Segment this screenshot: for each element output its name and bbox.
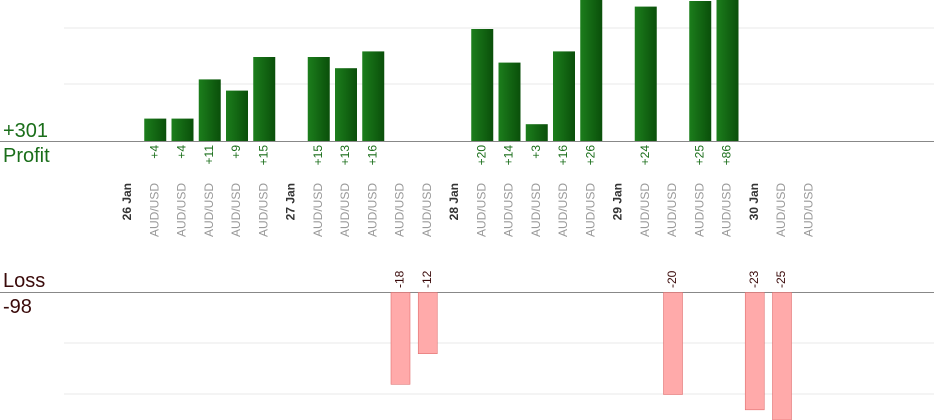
- profit-bar: [226, 90, 248, 141]
- value-labels: +4 +4 +11 +9 +15 +15 +13 +16 -18 -12 +20 +14 +3 +16 +2…: [147, 145, 788, 288]
- profit-value-label: +14: [502, 145, 516, 166]
- loss-value-label: -20: [665, 270, 679, 288]
- profit-value-label: +24: [638, 145, 652, 166]
- loss-bar: [390, 292, 411, 385]
- loss-value-label: -12: [420, 270, 434, 288]
- loss-label: Loss: [3, 270, 46, 292]
- pair-tick-label: AUD/USD: [502, 183, 516, 237]
- bars: [144, 0, 792, 420]
- profit-value-label: +11: [202, 145, 216, 165]
- profit-bar: [525, 124, 548, 141]
- pair-tick-label: AUD/USD: [801, 183, 815, 237]
- pair-tick-label: AUD/USD: [556, 183, 570, 237]
- loss-bar: [744, 292, 765, 411]
- pair-tick-label: AUD/USD: [774, 183, 788, 237]
- profit-value-label: +16: [556, 145, 570, 166]
- profit-value-label: +9: [229, 145, 243, 159]
- profit-bar: [171, 118, 194, 141]
- profit-bar: [198, 79, 221, 141]
- pair-tick-label: AUD/USD: [147, 183, 161, 237]
- profit-bar: [253, 57, 276, 141]
- profit-value-label: +25: [692, 145, 706, 166]
- profit-bar: [634, 6, 657, 141]
- pair-tick-label: AUD/USD: [175, 183, 189, 237]
- loss-total: -98: [3, 296, 32, 318]
- grid-lines: [0, 27, 934, 395]
- profit-value-label: +15: [256, 145, 270, 166]
- pair-tick-label: AUD/USD: [393, 183, 407, 237]
- loss-value-label: -18: [393, 270, 407, 288]
- pair-tick-label: AUD/USD: [474, 183, 488, 237]
- loss-bar: [417, 292, 438, 355]
- profit-total: +301: [3, 120, 49, 142]
- profit-bar: [144, 118, 167, 141]
- profit-bar: [471, 29, 494, 141]
- pair-tick-label: AUD/USD: [202, 183, 216, 237]
- date-tick-label: 26 Jan: [120, 183, 134, 220]
- pair-tick-label: AUD/USD: [338, 183, 352, 237]
- loss-bar: [772, 292, 792, 420]
- pair-tick-label: AUD/USD: [583, 183, 597, 237]
- date-tick-label: 27 Jan: [284, 183, 298, 220]
- profit-label: Profit: [3, 145, 50, 167]
- profit-value-label: +4: [175, 145, 189, 159]
- profit-value-label: +86: [720, 145, 734, 166]
- date-tick-label: 30 Jan: [747, 183, 761, 220]
- date-tick-label: 28 Jan: [447, 183, 461, 220]
- pair-tick-label: AUD/USD: [638, 183, 652, 237]
- pair-tick-label: AUD/USD: [720, 183, 734, 237]
- pair-tick-label: AUD/USD: [256, 183, 270, 237]
- profit-bar: [307, 57, 330, 141]
- loss-value-label: -25: [774, 270, 788, 288]
- profit-bar: [553, 51, 575, 141]
- profit-bar: [580, 0, 603, 141]
- pair-tick-label: AUD/USD: [311, 183, 325, 237]
- profit-value-label: +15: [311, 145, 325, 166]
- pair-tick-label: AUD/USD: [692, 183, 706, 237]
- pair-tick-label: AUD/USD: [420, 183, 434, 237]
- profit-value-label: +26: [583, 145, 597, 166]
- profit-value-label: +3: [529, 145, 543, 159]
- pair-tick-label: AUD/USD: [229, 183, 243, 237]
- profit-value-label: +16: [365, 145, 379, 166]
- profit-bar: [498, 62, 521, 141]
- pair-tick-label: AUD/USD: [529, 183, 543, 237]
- profit-value-label: +13: [338, 145, 352, 166]
- profit-value-label: +20: [474, 145, 488, 166]
- profit-bar: [335, 68, 357, 141]
- profit-value-label: +4: [147, 145, 161, 159]
- profit-bar: [362, 51, 385, 141]
- pair-tick-label: AUD/USD: [365, 183, 379, 237]
- pair-tick-label: AUD/USD: [665, 183, 679, 237]
- date-tick-label: 29 Jan: [611, 183, 625, 220]
- profit-bar: [716, 0, 739, 141]
- loss-bar: [663, 292, 683, 395]
- category-tick-labels: 26 Jan AUD/USD AUD/USD AUD/USD AUD/USD AUD/US…: [120, 183, 815, 237]
- loss-value-label: -23: [747, 270, 761, 288]
- profit-bar: [689, 1, 712, 141]
